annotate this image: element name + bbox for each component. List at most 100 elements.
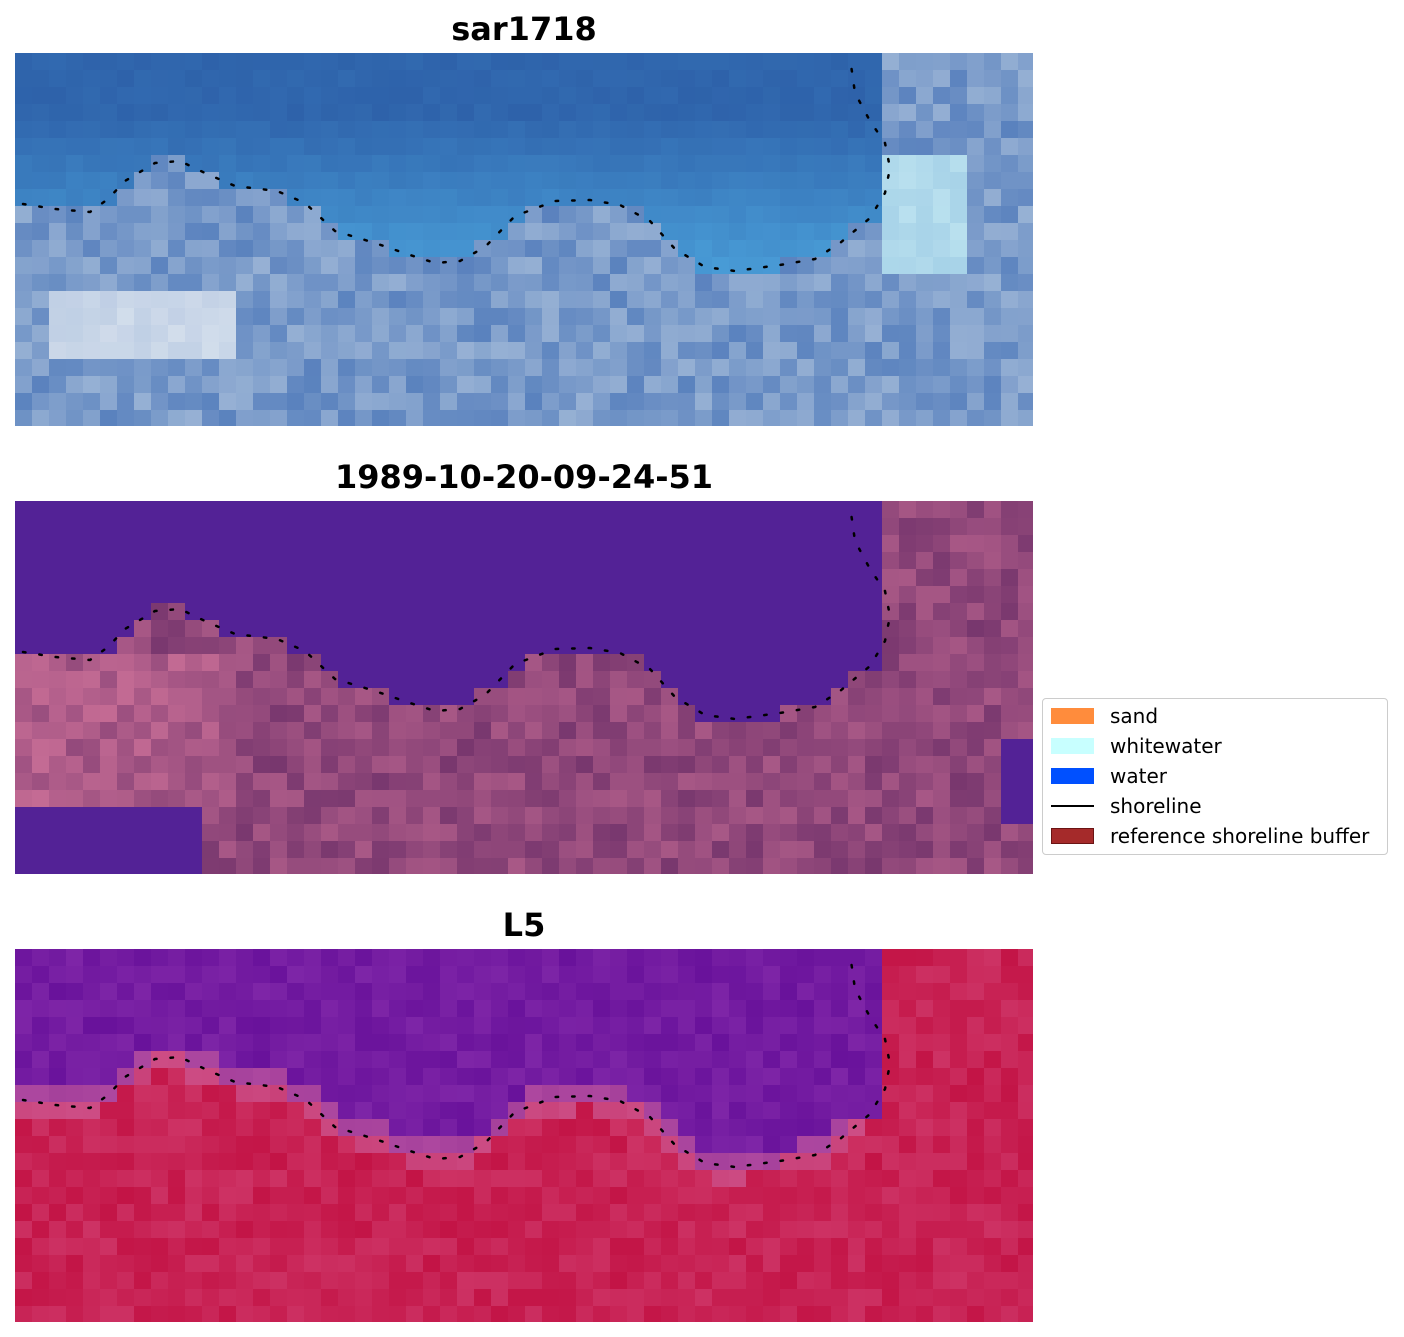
raster-cell <box>219 325 237 343</box>
raster-cell <box>576 189 594 207</box>
raster-cell <box>661 223 679 241</box>
raster-cell <box>491 1017 509 1035</box>
raster-cell <box>185 773 203 791</box>
raster-cell <box>168 206 186 224</box>
raster-cell <box>644 949 662 967</box>
raster-cell <box>525 552 543 570</box>
raster-cell <box>763 552 781 570</box>
raster-cell <box>1001 501 1019 519</box>
raster-cell <box>848 104 866 122</box>
raster-cell <box>457 535 475 553</box>
raster-cell <box>491 501 509 519</box>
raster-cell <box>814 603 832 621</box>
raster-cell <box>406 1017 424 1035</box>
raster-cell <box>338 359 356 377</box>
raster-cell <box>49 1051 67 1069</box>
raster-cell <box>457 949 475 967</box>
raster-cell <box>678 138 696 156</box>
raster-cell <box>321 393 339 411</box>
raster-cell <box>1018 1000 1033 1018</box>
raster-cell <box>508 1238 526 1256</box>
raster-cell <box>984 586 1002 604</box>
raster-cell <box>916 410 934 426</box>
raster-cell <box>406 569 424 587</box>
raster-cell <box>559 1136 577 1154</box>
raster-cell <box>49 1034 67 1052</box>
raster-cell <box>644 535 662 553</box>
raster-cell <box>1001 1085 1019 1103</box>
raster-cell <box>814 342 832 360</box>
raster-cell <box>457 773 475 791</box>
raster-cell <box>1018 53 1033 71</box>
raster-cell <box>525 722 543 740</box>
raster-cell <box>967 1204 985 1222</box>
raster-cell <box>1018 569 1033 587</box>
raster-cell <box>882 342 900 360</box>
raster-cell <box>474 671 492 689</box>
raster-cell <box>882 1289 900 1307</box>
raster-cell <box>967 138 985 156</box>
raster-cell <box>627 70 645 88</box>
raster-cell <box>593 1068 611 1086</box>
raster-cell <box>695 569 713 587</box>
raster-cell <box>355 1034 373 1052</box>
raster-cell <box>389 552 407 570</box>
raster-cell <box>610 1238 628 1256</box>
raster-cell <box>1018 518 1033 536</box>
raster-cell <box>848 1102 866 1120</box>
raster-cell <box>542 983 560 1001</box>
raster-cell <box>134 858 152 874</box>
raster-cell <box>746 966 764 984</box>
raster-cell <box>967 722 985 740</box>
raster-cell <box>202 983 220 1001</box>
raster-cell <box>1001 705 1019 723</box>
raster-cell <box>304 1272 322 1290</box>
raster-cell <box>916 359 934 377</box>
raster-cell <box>406 393 424 411</box>
raster-cell <box>15 1136 33 1154</box>
raster-cell <box>814 722 832 740</box>
raster-cell <box>389 121 407 139</box>
raster-cell <box>474 410 492 426</box>
raster-cell <box>559 1170 577 1188</box>
raster-cell <box>83 1051 101 1069</box>
raster-cell <box>508 189 526 207</box>
raster-cell <box>916 1119 934 1137</box>
raster-cell <box>967 1187 985 1205</box>
raster-cell <box>916 966 934 984</box>
raster-cell <box>49 1289 67 1307</box>
raster-cell <box>559 1204 577 1222</box>
raster-cell <box>508 172 526 190</box>
raster-cell <box>406 983 424 1001</box>
raster-cell <box>457 1272 475 1290</box>
raster-cell <box>185 518 203 536</box>
raster-cell <box>831 1153 849 1171</box>
raster-cell <box>950 1306 968 1322</box>
raster-cell <box>66 501 84 519</box>
raster-cell <box>695 359 713 377</box>
raster-cell <box>100 773 118 791</box>
raster-cell <box>474 1102 492 1120</box>
raster-cell <box>389 824 407 842</box>
raster-cell <box>304 393 322 411</box>
raster-cell <box>967 688 985 706</box>
raster-cell <box>508 552 526 570</box>
raster-cell <box>967 410 985 426</box>
raster-cell <box>950 172 968 190</box>
raster-cell <box>100 121 118 139</box>
raster-cell <box>508 1272 526 1290</box>
raster-cell <box>321 949 339 967</box>
raster-cell <box>984 603 1002 621</box>
raster-cell <box>678 807 696 825</box>
raster-cell <box>83 705 101 723</box>
raster-cell <box>100 671 118 689</box>
raster-cell <box>933 966 951 984</box>
raster-cell <box>831 155 849 173</box>
raster-cell <box>440 1085 458 1103</box>
raster-cell <box>593 376 611 394</box>
raster-cell <box>287 671 305 689</box>
raster-cell <box>984 1017 1002 1035</box>
raster-cell <box>746 552 764 570</box>
raster-cell <box>338 1153 356 1171</box>
raster-cell <box>525 393 543 411</box>
